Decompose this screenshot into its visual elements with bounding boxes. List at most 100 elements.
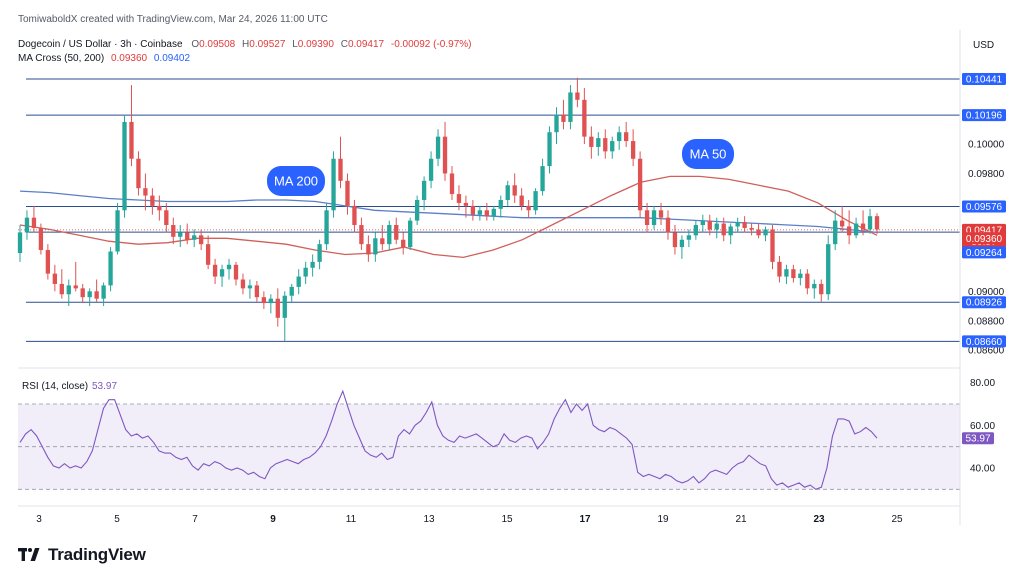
- tradingview-logo[interactable]: TradingView: [18, 545, 146, 565]
- candle-body: [582, 99, 587, 137]
- ma200-annotation[interactable]: MA 200: [267, 166, 325, 196]
- rsi-tick-label: 80.00: [970, 378, 995, 389]
- candle-body: [185, 232, 190, 240]
- candle-body: [840, 220, 845, 227]
- candle-body: [178, 232, 183, 237]
- candle-body: [630, 141, 636, 159]
- candle: [470, 199, 476, 221]
- candle: [261, 291, 267, 309]
- candle: [414, 195, 420, 226]
- candle-body: [756, 229, 761, 236]
- candle: [219, 264, 225, 287]
- candle-body: [575, 92, 580, 100]
- candle-body: [784, 269, 789, 277]
- candle-body: [87, 291, 92, 298]
- candle-body: [268, 298, 273, 304]
- time-tick-label: 11: [346, 514, 357, 525]
- price-label-text: 0.09417: [966, 225, 1003, 236]
- candle: [819, 279, 824, 302]
- ma-legend: MA Cross (50, 200) 0.09360 0.09402: [18, 53, 190, 64]
- candle: [212, 258, 218, 284]
- time-tick-label: 13: [423, 514, 435, 525]
- candle-body: [122, 121, 127, 211]
- candle-body: [658, 210, 664, 218]
- time-tick-label: 5: [114, 514, 120, 525]
- candle: [874, 213, 880, 234]
- candle-body: [512, 185, 517, 196]
- candle-body: [526, 205, 531, 211]
- candle: [387, 220, 392, 251]
- candle: [526, 199, 531, 218]
- candle: [742, 216, 747, 233]
- annotation-text: MA 200: [274, 174, 318, 189]
- candle-body: [192, 235, 197, 240]
- candle: [38, 223, 44, 255]
- candle: [547, 126, 552, 174]
- candle-body: [289, 286, 294, 296]
- candle-body: [749, 227, 754, 230]
- candle-body: [108, 251, 113, 286]
- candle: [658, 202, 664, 226]
- candle-body: [17, 232, 23, 254]
- candle-body: [52, 273, 57, 284]
- candle-body: [414, 199, 420, 221]
- candle-body: [171, 225, 176, 237]
- candle: [59, 269, 64, 299]
- candle: [345, 173, 350, 215]
- candle: [24, 210, 30, 240]
- candle-body: [651, 210, 657, 226]
- time-tick-label: 9: [270, 514, 276, 525]
- candle-body: [860, 223, 866, 230]
- currency-label[interactable]: USD: [973, 40, 995, 51]
- candle: [80, 283, 85, 304]
- candle: [519, 188, 524, 211]
- annotation-bubble: [682, 139, 734, 169]
- candle-body: [728, 226, 733, 236]
- candle: [630, 129, 636, 167]
- candle: [17, 225, 23, 262]
- price-tick-label: 0.09000: [968, 287, 1005, 298]
- price-label: 0.09264: [962, 246, 1006, 259]
- candle-body: [644, 210, 650, 226]
- time-tick-label: 15: [501, 514, 513, 525]
- candle-body: [617, 132, 622, 142]
- time-tick-label: 19: [657, 514, 669, 525]
- candle: [205, 235, 211, 270]
- time-tick-label: 21: [735, 514, 747, 525]
- candle: [791, 264, 796, 283]
- candle-body: [205, 244, 211, 265]
- ma-indicator-name[interactable]: MA Cross (50, 200): [18, 53, 105, 64]
- ma50-annotation[interactable]: MA 50: [682, 139, 734, 169]
- candle: [394, 217, 399, 245]
- symbol-name[interactable]: Dogecoin / US Dollar · 3h · Coinbase: [18, 39, 183, 50]
- candle: [749, 223, 754, 236]
- candle: [840, 205, 845, 233]
- candle: [672, 225, 678, 255]
- candle: [707, 214, 712, 236]
- price-label-bg: [962, 73, 1006, 86]
- candle-body: [345, 180, 350, 206]
- price-label-bg: [962, 246, 1006, 259]
- candle: [435, 129, 441, 167]
- candle: [150, 188, 155, 215]
- price-label-bg: [962, 296, 1006, 309]
- candle-body: [240, 279, 246, 289]
- price-label: 0.08926: [962, 296, 1006, 309]
- candle: [763, 226, 768, 242]
- candle-body: [505, 185, 510, 200]
- candle: [247, 279, 253, 299]
- ohlc-values: O0.09508 H0.09527 L0.09390 C0.09417 -0.0…: [191, 39, 472, 50]
- candle: [352, 199, 357, 233]
- rsi-value-label: 53.97: [962, 432, 994, 445]
- candle: [644, 202, 650, 233]
- candle: [533, 188, 538, 215]
- candle-body: [833, 220, 838, 245]
- candle: [421, 176, 427, 211]
- candle-body: [533, 191, 538, 211]
- candle: [171, 217, 176, 245]
- candle-body: [846, 226, 852, 236]
- candle-body: [317, 244, 322, 262]
- candle: [554, 107, 559, 145]
- time-tick-label: 25: [891, 514, 903, 525]
